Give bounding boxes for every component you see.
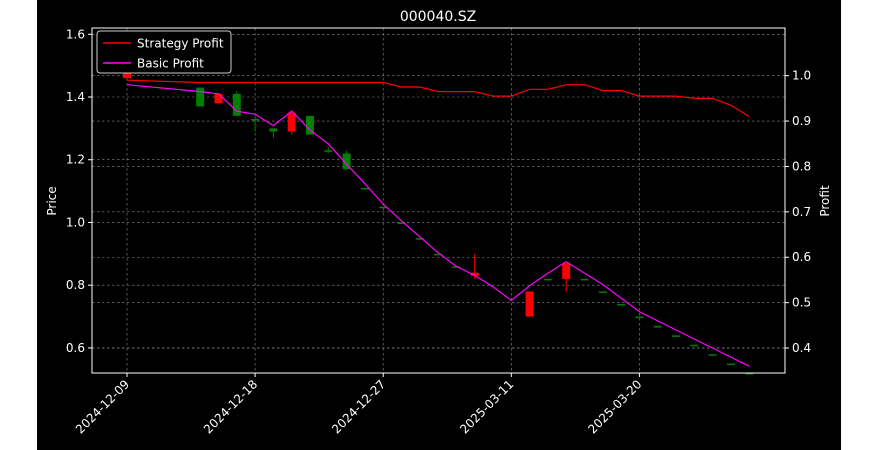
candle-body-5 xyxy=(214,93,223,104)
basic-profit-line xyxy=(126,84,750,367)
candle-body-34 xyxy=(745,373,754,375)
candle-body-4 xyxy=(196,87,205,107)
candle-body-16 xyxy=(415,238,424,240)
tick-label-right-0.9: 0.9 xyxy=(792,114,811,128)
candle-body-22 xyxy=(525,291,534,317)
candle-body-8 xyxy=(269,128,278,132)
candle-body-12 xyxy=(342,153,351,170)
tick-label-right-1.0: 1.0 xyxy=(792,69,811,83)
candle-body-27 xyxy=(617,304,626,306)
candle-body-0 xyxy=(123,71,131,79)
candle-body-25 xyxy=(580,278,589,281)
candle-body-29 xyxy=(653,325,662,328)
tick-label-left-1.6: 1.6 xyxy=(66,27,85,41)
candle-body-6 xyxy=(232,93,241,116)
tick-label-right-0.6: 0.6 xyxy=(792,250,811,264)
legend-label-basic: Basic Profit xyxy=(137,57,204,71)
candle-body-24 xyxy=(562,263,571,279)
plot-background xyxy=(92,28,785,373)
candlestick-series xyxy=(123,71,754,375)
legend: Strategy Profit Basic Profit xyxy=(96,30,232,74)
candle-body-23 xyxy=(543,278,552,281)
candle-body-26 xyxy=(598,291,607,293)
candle-body-7 xyxy=(251,118,260,121)
tick-label-right-0.4: 0.4 xyxy=(792,341,811,355)
tick-label-left-0.6: 0.6 xyxy=(66,341,85,355)
legend-label-strategy: Strategy Profit xyxy=(137,37,224,51)
candle-body-14 xyxy=(379,206,388,209)
plot-frame xyxy=(91,27,786,374)
candle-body-10 xyxy=(306,115,314,135)
strategy-profit-line xyxy=(126,79,750,118)
candle-body-31 xyxy=(690,344,699,347)
tick-label-right-0.5: 0.5 xyxy=(792,296,811,310)
candle-body-17 xyxy=(434,253,443,256)
tick-label-left-1.4: 1.4 xyxy=(66,90,85,104)
left-y-axis: 0.6 0.8 1.0 1.2 1.4 1.6 xyxy=(66,27,92,355)
candle-body-18 xyxy=(452,266,461,268)
candle-body-28 xyxy=(635,316,644,319)
candle-body-32 xyxy=(708,354,717,356)
right-y-axis: 0.4 0.5 0.6 0.7 0.8 0.9 1.0 xyxy=(785,69,811,355)
grid-lines xyxy=(92,28,785,373)
tick-label-left-1.2: 1.2 xyxy=(66,153,85,167)
tick-label-left-0.8: 0.8 xyxy=(66,278,85,292)
tick-label-left-1.0: 1.0 xyxy=(66,215,85,229)
y-axis-label-right: Profit xyxy=(818,185,832,217)
candle-body-9 xyxy=(287,112,296,132)
candle-body-19 xyxy=(470,272,479,276)
candle-body-15 xyxy=(397,222,406,224)
chart-title: 000040.SZ xyxy=(400,9,476,25)
candle-body-30 xyxy=(672,335,680,337)
profit-lines xyxy=(126,79,750,367)
candle-body-11 xyxy=(324,150,333,152)
y-axis-label-left: Price xyxy=(45,186,59,215)
candle-body-13 xyxy=(360,187,369,190)
tick-label-right-0.8: 0.8 xyxy=(792,159,811,173)
candle-body-33 xyxy=(726,363,735,366)
tick-label-right-0.7: 0.7 xyxy=(792,205,811,219)
